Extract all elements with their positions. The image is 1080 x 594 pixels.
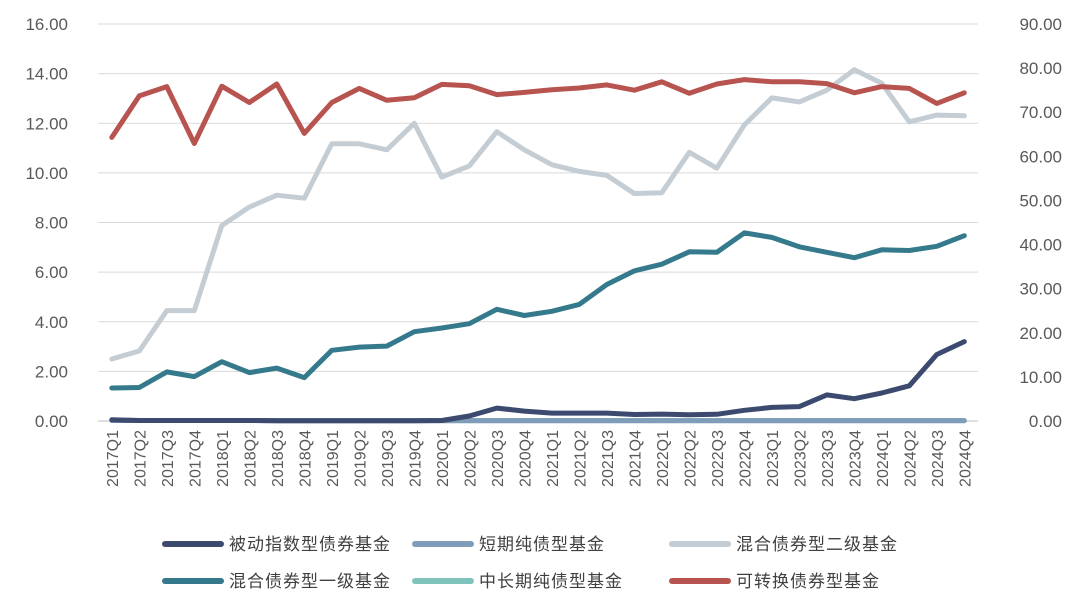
x-tick-label: 2024Q4 xyxy=(957,430,974,487)
x-tick-label: 2020Q2 xyxy=(462,430,479,487)
x-tick-label: 2022Q2 xyxy=(682,430,699,487)
legend-label: 可转换债券型基金 xyxy=(736,572,880,592)
x-tick-label: 2020Q1 xyxy=(435,430,452,487)
x-axis: 2017Q1 2017Q2 2017Q3 2017Q4 2018Q1 2018Q2 2018… xyxy=(105,430,975,487)
x-tick-label: 2018Q4 xyxy=(297,430,314,487)
x-tick-label: 2023Q4 xyxy=(847,430,864,487)
x-tick-label: 2024Q2 xyxy=(902,430,919,487)
left-y-tick-label: 14.00 xyxy=(25,65,68,84)
x-tick-label: 2024Q1 xyxy=(875,430,892,487)
series-line xyxy=(109,339,967,424)
x-tick-label: 2019Q3 xyxy=(380,430,397,487)
x-tick-label: 2018Q1 xyxy=(215,430,232,487)
right-y-tick-label: 40.00 xyxy=(1019,236,1062,255)
right-y-tick-label: 10.00 xyxy=(1019,368,1062,387)
x-tick-label: 2018Q2 xyxy=(242,430,259,487)
x-tick-label: 2024Q3 xyxy=(930,430,947,487)
left-y-tick-label: 8.00 xyxy=(35,214,68,233)
x-tick-label: 2017Q4 xyxy=(187,430,204,487)
left-y-tick-label: 12.00 xyxy=(25,114,68,133)
right-y-tick-label: 80.00 xyxy=(1019,59,1062,78)
right-y-tick-label: 0.00 xyxy=(1029,412,1062,431)
x-tick-label: 2023Q3 xyxy=(820,430,837,487)
series-line xyxy=(109,67,967,362)
left-y-tick-label: 2.00 xyxy=(35,362,68,381)
x-tick-label: 2020Q3 xyxy=(490,430,507,487)
x-tick-label: 2018Q3 xyxy=(270,430,287,487)
left-y-tick-label: 6.00 xyxy=(35,263,68,282)
right-y-axis: 0.00 10.00 20.00 30.00 40.00 50.00 60.00 70.00 8… xyxy=(1019,15,1062,431)
x-tick-label: 2019Q4 xyxy=(407,430,424,487)
right-y-tick-label: 50.00 xyxy=(1019,191,1062,210)
series-line xyxy=(109,77,967,146)
legend-label: 被动指数型债券基金 xyxy=(229,535,391,555)
legend-label: 混合债券型二级基金 xyxy=(736,535,898,555)
x-tick-label: 2017Q2 xyxy=(132,430,149,487)
x-tick-label: 2019Q1 xyxy=(325,430,342,487)
left-y-axis: 0.00 2.00 4.00 6.00 8.00 10.00 12.00 14.00 16.00 xyxy=(25,15,68,431)
x-tick-label: 2021Q2 xyxy=(572,430,589,487)
x-tick-label: 2021Q4 xyxy=(627,430,644,487)
right-y-tick-label: 20.00 xyxy=(1019,324,1062,343)
legend-label: 中长期纯债型基金 xyxy=(479,572,623,592)
x-tick-label: 2023Q2 xyxy=(792,430,809,487)
left-y-tick-label: 0.00 xyxy=(35,412,68,431)
left-y-tick-label: 10.00 xyxy=(25,164,68,183)
right-y-tick-label: 60.00 xyxy=(1019,147,1062,166)
legend-label: 混合债券型一级基金 xyxy=(229,572,391,592)
x-tick-label: 2022Q1 xyxy=(655,430,672,487)
x-tick-label: 2017Q3 xyxy=(160,430,177,487)
x-tick-label: 2019Q2 xyxy=(352,430,369,487)
x-tick-label: 2022Q4 xyxy=(737,430,754,487)
x-tick-label: 2021Q1 xyxy=(545,430,562,487)
left-y-tick-label: 16.00 xyxy=(25,15,68,34)
right-y-tick-label: 30.00 xyxy=(1019,280,1062,299)
x-tick-label: 2017Q1 xyxy=(105,430,122,487)
series-lines xyxy=(109,67,967,424)
x-tick-label: 2021Q3 xyxy=(600,430,617,487)
right-y-tick-label: 70.00 xyxy=(1019,103,1062,122)
x-tick-label: 2022Q3 xyxy=(710,430,727,487)
x-tick-label: 2023Q1 xyxy=(765,430,782,487)
x-tick-label: 2020Q4 xyxy=(517,430,534,487)
right-y-tick-label: 90.00 xyxy=(1019,15,1062,34)
series-line xyxy=(109,230,967,391)
legend-label: 短期纯债型基金 xyxy=(479,535,605,555)
left-y-tick-label: 4.00 xyxy=(35,313,68,332)
